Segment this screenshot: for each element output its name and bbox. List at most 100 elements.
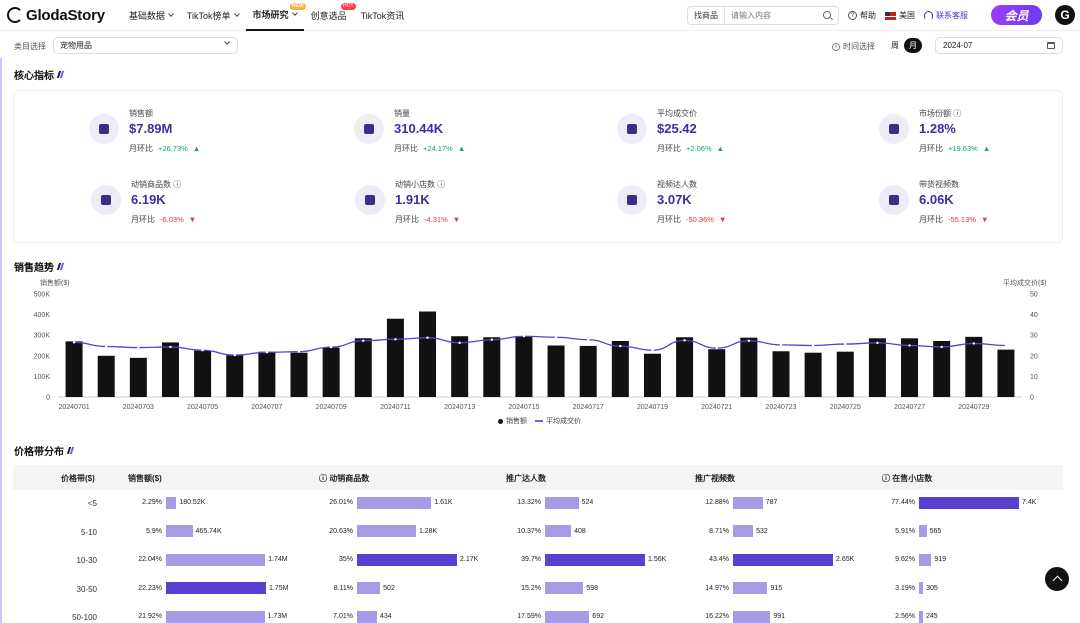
month-option[interactable]: 月 <box>904 38 922 53</box>
menu-item-creative-selection[interactable]: 创意选品 HOT <box>310 2 356 21</box>
grid-icon <box>879 114 909 144</box>
header-shops-on-sale[interactable]: ⓘ 在售小店数 <box>882 474 933 483</box>
legend-line-swatch <box>535 420 543 422</box>
table-cell: 14.97% 915 <box>685 582 782 595</box>
share-bar <box>545 525 572 537</box>
avg-price-point <box>265 351 269 354</box>
share-percent: 15.2% <box>521 584 541 592</box>
y-tick-label: 200K <box>34 353 51 360</box>
menu-item-tiktok-news[interactable]: TikTok资讯 <box>360 10 405 21</box>
menu-item-market-research[interactable]: 市场研究 NEW <box>245 0 306 31</box>
sales-bar <box>290 352 308 397</box>
avg-price-point <box>940 345 943 349</box>
share-bar <box>733 610 771 623</box>
search-input[interactable] <box>725 11 815 20</box>
sales-bar <box>161 342 179 397</box>
avg-price-point <box>362 339 365 342</box>
logo[interactable]: GlodaStory <box>7 7 105 24</box>
avg-price-line <box>74 335 1006 356</box>
search-type-select[interactable]: 找商品 <box>688 7 725 24</box>
table-cell: 77.44% 7.4K <box>871 496 1036 509</box>
sales-bar <box>643 353 661 397</box>
value-label: 408 <box>574 527 586 535</box>
table-header: 价格带($) 销售额($) ⓘ 动销商品数 推广达人数 推广视频数 ⓘ 在售小店… <box>13 465 1063 490</box>
menu-item-basic-data[interactable]: 基础数据 <box>122 0 180 31</box>
value-label: 434 <box>380 613 392 620</box>
y2-tick-label: 40 <box>1030 312 1038 319</box>
share-bar <box>545 553 645 566</box>
header-active-products[interactable]: ⓘ 动销商品数 <box>319 474 370 483</box>
top-nav: GlodaStory 基础数据 TikTok榜单 市场研究 NEW 创意选品 HOT… <box>0 0 1080 31</box>
y2-tick-label: 0 <box>1030 395 1034 402</box>
share-percent: 9.62% <box>895 556 915 563</box>
value-label: 919 <box>934 556 947 563</box>
y-tick-label: 0 <box>46 395 50 402</box>
x-tick-label: 20240717 <box>573 404 604 411</box>
region-select[interactable]: 美国 <box>885 10 915 21</box>
table-cell: 3.19% 305 <box>871 582 938 595</box>
x-tick-label: 20240711 <box>380 404 411 411</box>
contact-service-link[interactable]: 联系客服 <box>924 10 968 21</box>
back-to-top-button[interactable] <box>1045 567 1069 591</box>
table-cell: 16.22% 991 <box>685 610 785 623</box>
avg-price-point <box>683 339 686 342</box>
share-bar <box>919 525 927 537</box>
value-label: 245 <box>926 613 938 620</box>
sales-bar <box>933 340 951 397</box>
header-promo-videos[interactable]: 推广视频数 <box>695 474 735 483</box>
chevron-down-icon <box>224 39 230 45</box>
avg-price-point <box>297 350 301 353</box>
search-icon[interactable] <box>823 11 831 19</box>
header-sales[interactable]: 销售额($) <box>128 474 162 483</box>
share-percent: 7.01% <box>333 613 353 620</box>
share-bar <box>733 582 768 594</box>
table-cell: 15.2% 598 <box>497 582 598 595</box>
y-tick-label: 300K <box>34 333 51 340</box>
menu-item-tiktok-rankings[interactable]: TikTok榜单 <box>180 0 246 31</box>
table-row: 50-100 21.92% 1.73M 7.01% 434 17.59% 692 16.22%… <box>13 604 1063 623</box>
avg-price-point <box>72 341 76 344</box>
share-bar <box>733 553 833 566</box>
avatar[interactable]: G <box>1055 5 1075 25</box>
header-promo-creators[interactable]: 推广达人数 <box>506 474 546 483</box>
chevron-down-icon <box>233 10 240 17</box>
price-band-label: 5-10 <box>80 527 97 537</box>
table-cell: 17.59% 692 <box>497 610 604 623</box>
avg-price-point <box>715 346 718 350</box>
table-row: 5-10 5.9% 465.74K 20.63% 1.28K 10.37% 408 8.71%… <box>13 519 1063 548</box>
share-bar <box>919 496 1019 509</box>
sales-bar <box>129 357 147 397</box>
week-option[interactable]: 周 <box>891 41 899 50</box>
table-cell: 21.92% 1.73M <box>118 610 287 623</box>
x-tick-label: 20240721 <box>701 404 732 411</box>
help-link[interactable]: ? 帮助 <box>848 10 876 21</box>
value-label: 1.74M <box>268 556 288 563</box>
table-row: 10-30 22.04% 1.74M 35% 2.17K 39.7% 1.56K 43.4% 2… <box>13 547 1063 576</box>
new-badge: NEW <box>289 2 306 10</box>
metric-market-share: 市场份额 ⓘ 1.28% 月环比 +19.63% ▲ <box>879 108 1079 158</box>
sales-bar <box>451 336 469 397</box>
table-cell: 10.37% 408 <box>497 525 586 538</box>
avg-price-point <box>394 338 397 341</box>
legend-item-avg-price[interactable]: 平均成交价 <box>546 418 581 425</box>
y2-tick-label: 10 <box>1030 374 1038 381</box>
category-select[interactable]: 宠物用品 <box>53 37 238 54</box>
avg-price-point <box>876 341 879 345</box>
price-band-label: 30-50 <box>76 584 97 594</box>
table-cell: 9.62% 919 <box>871 553 946 566</box>
title-decoration <box>66 447 75 454</box>
right-axis-title: 平均成交价($) <box>1003 278 1047 287</box>
avg-price-point <box>554 336 558 339</box>
value-label: 598 <box>586 584 598 592</box>
sales-bar <box>836 351 854 397</box>
y2-tick-label: 20 <box>1030 353 1038 360</box>
value-label: 1.73M <box>267 613 288 620</box>
legend-item-sales[interactable]: 销售额 <box>506 418 527 425</box>
x-tick-label: 20240709 <box>316 404 347 411</box>
core-metrics-title: 核心指标 <box>14 67 65 82</box>
date-picker[interactable]: 2024-07 <box>935 37 1063 54</box>
price-band-label: <5 <box>87 499 97 508</box>
vip-button[interactable]: 会员 <box>991 5 1042 25</box>
avg-price-point <box>587 338 590 341</box>
sales-bar <box>65 341 83 397</box>
